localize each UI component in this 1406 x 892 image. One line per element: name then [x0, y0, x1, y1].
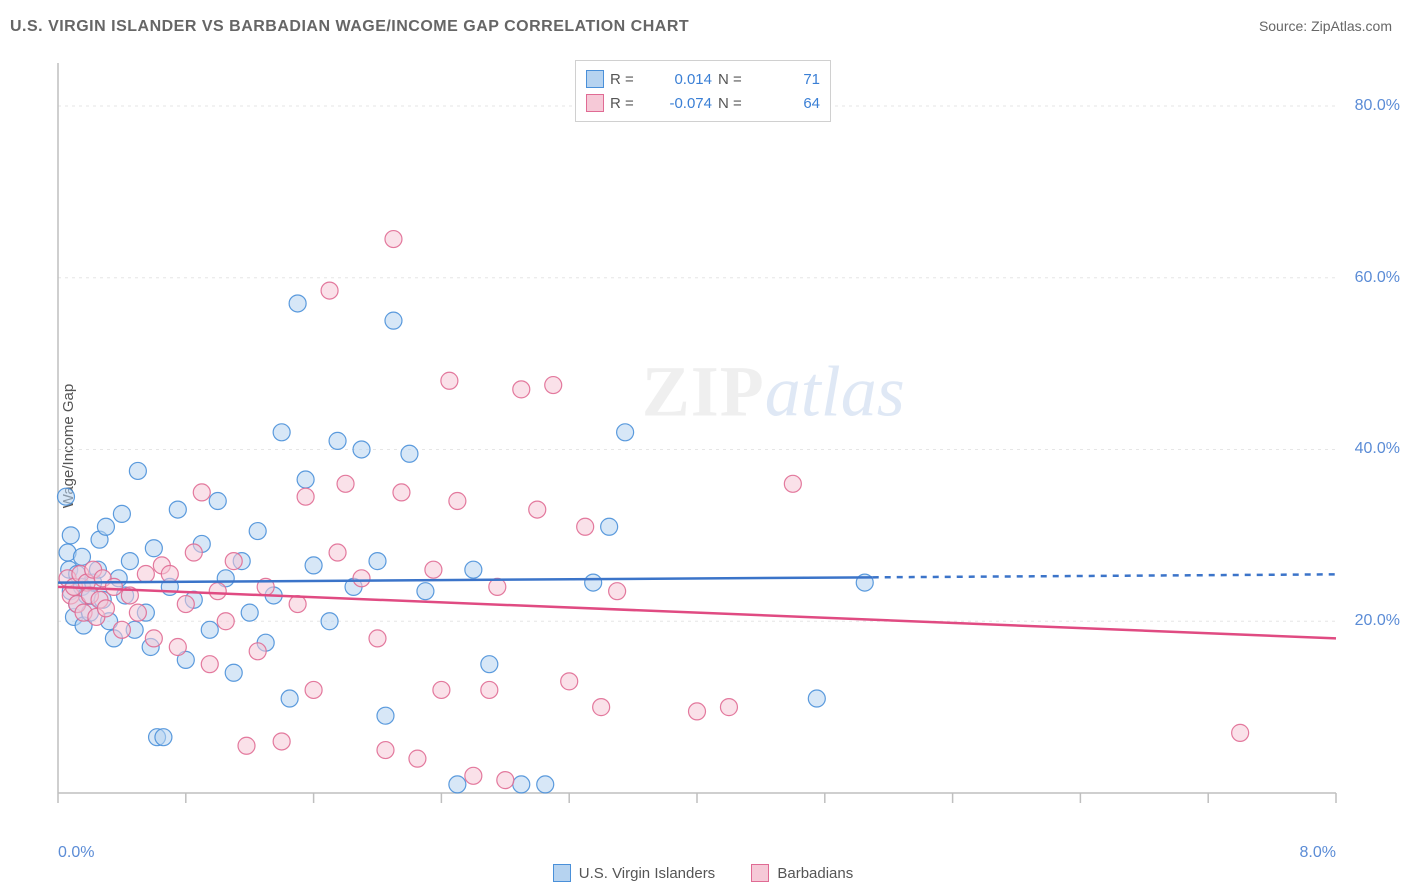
y-tick-label: 80.0%	[1355, 97, 1400, 115]
source-link[interactable]: ZipAtlas.com	[1311, 18, 1392, 34]
series-swatch-blue	[586, 70, 604, 88]
r-value-1: 0.014	[650, 71, 712, 88]
y-tick-label: 40.0%	[1355, 440, 1400, 458]
legend-swatch-pink	[751, 864, 769, 882]
correlation-row-1: R = 0.014 N = 71	[586, 67, 820, 91]
correlation-row-2: R = -0.074 N = 64	[586, 91, 820, 115]
source-attribution: Source: ZipAtlas.com	[1259, 18, 1392, 34]
n-value-1: 71	[758, 71, 820, 88]
chart-title: U.S. VIRGIN ISLANDER VS BARBADIAN WAGE/I…	[10, 18, 689, 36]
y-tick-label: 20.0%	[1355, 612, 1400, 630]
series-legend: U.S. Virgin Islanders Barbadians	[0, 864, 1406, 886]
y-tick-label: 60.0%	[1355, 269, 1400, 287]
legend-label-1: U.S. Virgin Islanders	[579, 865, 715, 882]
n-label: N =	[718, 95, 752, 112]
chart-container: U.S. VIRGIN ISLANDER VS BARBADIAN WAGE/I…	[0, 0, 1406, 892]
x-tick-label: 0.0%	[58, 844, 94, 862]
legend-item-1: U.S. Virgin Islanders	[553, 864, 715, 882]
n-value-2: 64	[758, 95, 820, 112]
legend-item-2: Barbadians	[751, 864, 853, 882]
r-value-2: -0.074	[650, 95, 712, 112]
series-swatch-pink	[586, 94, 604, 112]
r-label: R =	[610, 95, 644, 112]
legend-swatch-blue	[553, 864, 571, 882]
scatter-plot-svg	[50, 55, 1370, 825]
source-label: Source:	[1259, 18, 1307, 34]
legend-label-2: Barbadians	[777, 865, 853, 882]
r-label: R =	[610, 71, 644, 88]
n-label: N =	[718, 71, 752, 88]
x-tick-label: 8.0%	[1300, 844, 1336, 862]
plot-area	[50, 55, 1370, 825]
correlation-legend: R = 0.014 N = 71 R = -0.074 N = 64	[575, 60, 831, 122]
